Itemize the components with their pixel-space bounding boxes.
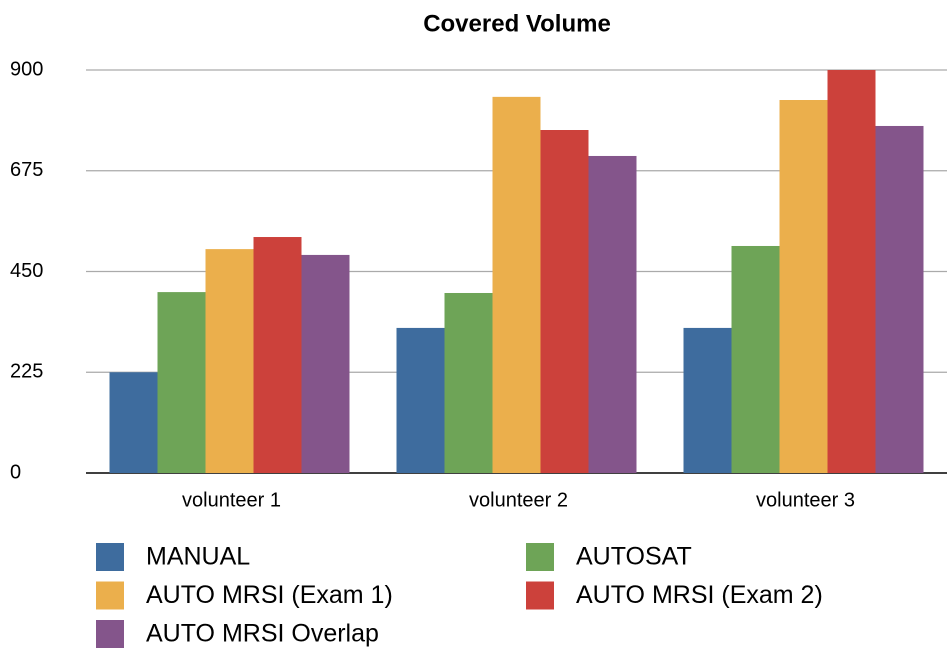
y-tick-label: 675	[10, 159, 43, 181]
bar	[779, 100, 828, 474]
x-tick-label: volunteer 1	[182, 489, 281, 511]
y-tick-label: 225	[10, 361, 43, 383]
bar	[396, 327, 445, 473]
bar	[444, 292, 493, 473]
y-tick-label: 900	[10, 58, 43, 80]
y-tick-label: 450	[10, 260, 43, 282]
bar	[157, 292, 206, 473]
legend-swatch	[96, 581, 124, 610]
legend-label: AUTO MRSI (Exam 2)	[576, 581, 823, 609]
bar	[540, 130, 589, 473]
bar	[683, 327, 732, 473]
bar	[731, 245, 780, 473]
bar	[109, 372, 158, 473]
bar	[253, 237, 302, 473]
legend-swatch	[96, 543, 124, 571]
legend-label: MANUAL	[146, 543, 250, 571]
x-tick-label: volunteer 2	[469, 489, 568, 511]
bar	[492, 96, 541, 473]
chart-title: Covered Volume	[423, 10, 611, 37]
legend-swatch	[526, 543, 554, 571]
x-tick-label: volunteer 3	[756, 489, 855, 511]
legend-swatch	[526, 581, 554, 610]
legend-label: AUTO MRSI (Exam 1)	[146, 581, 393, 609]
bar	[301, 254, 350, 473]
bar	[827, 70, 876, 473]
legend-label: AUTOSAT	[576, 543, 692, 571]
legend-swatch	[96, 620, 124, 648]
bar	[588, 155, 637, 473]
bar	[875, 125, 924, 473]
legend-label: AUTO MRSI Overlap	[146, 620, 379, 648]
y-tick-label: 0	[10, 461, 21, 483]
bar	[205, 249, 254, 473]
